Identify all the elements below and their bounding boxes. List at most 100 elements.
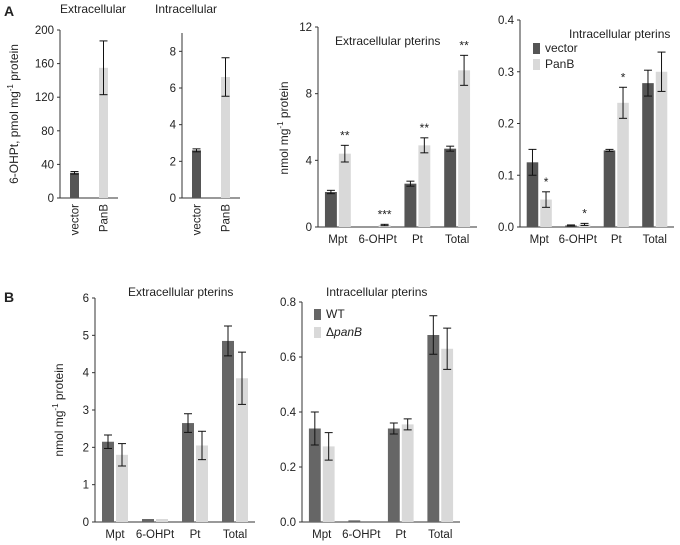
bar-vector-Total: [642, 83, 654, 227]
bar-WT-Pt: [182, 423, 194, 522]
x-tick-label: Pt: [412, 234, 424, 246]
bar-WT-Pt: [387, 428, 400, 522]
bar-vector-Total: [444, 148, 457, 227]
bar-WT-Mpt: [102, 441, 114, 522]
y-tick-label: 120: [35, 92, 54, 104]
panel-label-a: A: [4, 3, 14, 19]
bar-vector-Pt: [404, 183, 417, 227]
chart-a3: 0 4 8 12 Extracellular pterins nmol mg-1 prot…: [276, 22, 477, 246]
y-tick-label: 0.8: [280, 297, 296, 309]
x-tick-label: Mpt: [105, 529, 125, 541]
y-tick-label: 200: [35, 25, 54, 37]
y-axis-label: nmol mg-1 protein: [276, 81, 291, 174]
significance-label: **: [340, 128, 350, 142]
y-tick-label: 5: [83, 330, 89, 342]
y-tick-label: 6: [170, 83, 176, 95]
bar-ΔpanB-6-OHPt: [156, 519, 168, 522]
chart-title: Intracellular pterins: [569, 27, 670, 41]
y-tick-label: 0.3: [498, 67, 514, 79]
panel-label-b: B: [4, 289, 14, 305]
x-tick-label: 6-OHPt: [342, 529, 381, 541]
legend-label: ΔpanB: [326, 325, 362, 339]
y-tick-label: 40: [41, 159, 54, 171]
bar-PanB: [221, 77, 230, 198]
bar-vector: [70, 172, 79, 198]
bar-ΔpanB-Pt: [196, 445, 208, 522]
chart-title: Extracellular: [60, 2, 126, 16]
legend-swatch: [533, 43, 540, 54]
x-tick-label: Mpt: [312, 529, 332, 541]
legend-label: PanB: [545, 57, 574, 71]
bar-PanB-Pt: [418, 145, 431, 227]
bar-vector-Pt: [603, 150, 616, 227]
x-tick-label: Total: [643, 234, 667, 246]
x-tick-label: Total: [445, 234, 469, 246]
y-tick-label: 3: [83, 405, 89, 417]
x-tick-label: Total: [223, 529, 247, 541]
legend-label: WT: [326, 307, 345, 321]
bar-WT-Total: [427, 335, 440, 522]
y-tick-label: 8: [170, 46, 176, 58]
y-tick-label: 0: [170, 193, 176, 205]
bar-PanB-Mpt: [540, 199, 552, 227]
bar-ΔpanB-Mpt: [322, 446, 335, 522]
bar-vector-Mpt: [526, 162, 539, 227]
x-tick-label: Pt: [395, 529, 407, 541]
chart-b1: 0 1 2 3 4 5 6 Extracellular pterins nmol mg-1 pr…: [51, 285, 255, 541]
bar-ΔpanB-Mpt: [116, 454, 128, 522]
y-tick-label: 2: [170, 156, 176, 168]
bar-PanB-Total: [655, 71, 668, 227]
y-axis-label: 6-OHPt, pmol mg-1 protein: [6, 44, 21, 184]
significance-label: *: [582, 206, 587, 220]
y-tick-label: 4: [170, 120, 177, 132]
chart-title: Extracellular pterins: [335, 34, 440, 48]
bar-WT-Total: [222, 340, 234, 522]
y-tick-label: 80: [41, 126, 54, 138]
y-tick-label: 0.6: [280, 352, 296, 364]
y-tick-label: 0: [306, 222, 312, 234]
chart-a2: 0 2 4 6 8 Intracellular vector PanB: [155, 2, 240, 235]
x-tick-label: Mpt: [328, 234, 348, 246]
y-tick-label: 0.0: [498, 222, 514, 234]
y-tick-label: 0: [48, 193, 54, 205]
y-tick-label: 12: [299, 22, 312, 34]
chart-title: Extracellular pterins: [128, 285, 233, 299]
chart-a1: 0 40 80 120 160 200 Extracellular 6-OHPt, pmol …: [6, 2, 126, 235]
y-tick-label: 0.2: [498, 119, 514, 131]
x-tick-label: 6-OHPt: [559, 234, 598, 246]
bar-WT-6-OHPt: [142, 519, 154, 522]
x-tick-label: 6-OHPt: [358, 234, 397, 246]
chart-b2: 0.0 0.2 0.4 0.6 0.8 Intracellular pterins Mpt 6…: [280, 285, 460, 541]
y-tick-label: 0.4: [498, 15, 515, 27]
x-tick-label: PanB: [99, 204, 111, 232]
legend-swatch: [314, 327, 321, 338]
bar-PanB-Mpt: [338, 153, 351, 227]
legend-swatch: [533, 59, 540, 70]
y-tick-label: 0.2: [280, 462, 296, 474]
y-tick-label: 8: [306, 89, 312, 101]
y-tick-label: 2: [83, 442, 89, 454]
bar-ΔpanB-Total: [441, 348, 454, 522]
y-tick-label: 4: [83, 368, 90, 380]
x-tick-label: vector: [192, 204, 204, 235]
significance-label: ***: [378, 207, 392, 221]
y-tick-label: 1: [83, 480, 89, 492]
significance-label: *: [544, 175, 549, 189]
x-tick-label: vector: [70, 204, 82, 235]
chart-title: Intracellular pterins: [326, 285, 427, 299]
significance-label: **: [420, 121, 430, 135]
legend-swatch: [314, 309, 321, 320]
bar-PanB-Pt: [617, 102, 629, 227]
bar-vector: [192, 150, 201, 198]
x-tick-label: 6-OHPt: [136, 529, 175, 541]
y-tick-label: 4: [306, 155, 313, 167]
x-tick-label: Total: [428, 529, 452, 541]
bar-ΔpanB-Pt: [401, 424, 414, 522]
chart-a4: 0.0 0.1 0.2 0.3 0.4 Intracellular pterins Mpt *…: [498, 15, 674, 246]
y-tick-label: 160: [35, 59, 54, 71]
bar-WT-Mpt: [308, 428, 321, 522]
x-tick-label: Pt: [611, 234, 623, 246]
bar-vector-Mpt: [324, 192, 337, 227]
